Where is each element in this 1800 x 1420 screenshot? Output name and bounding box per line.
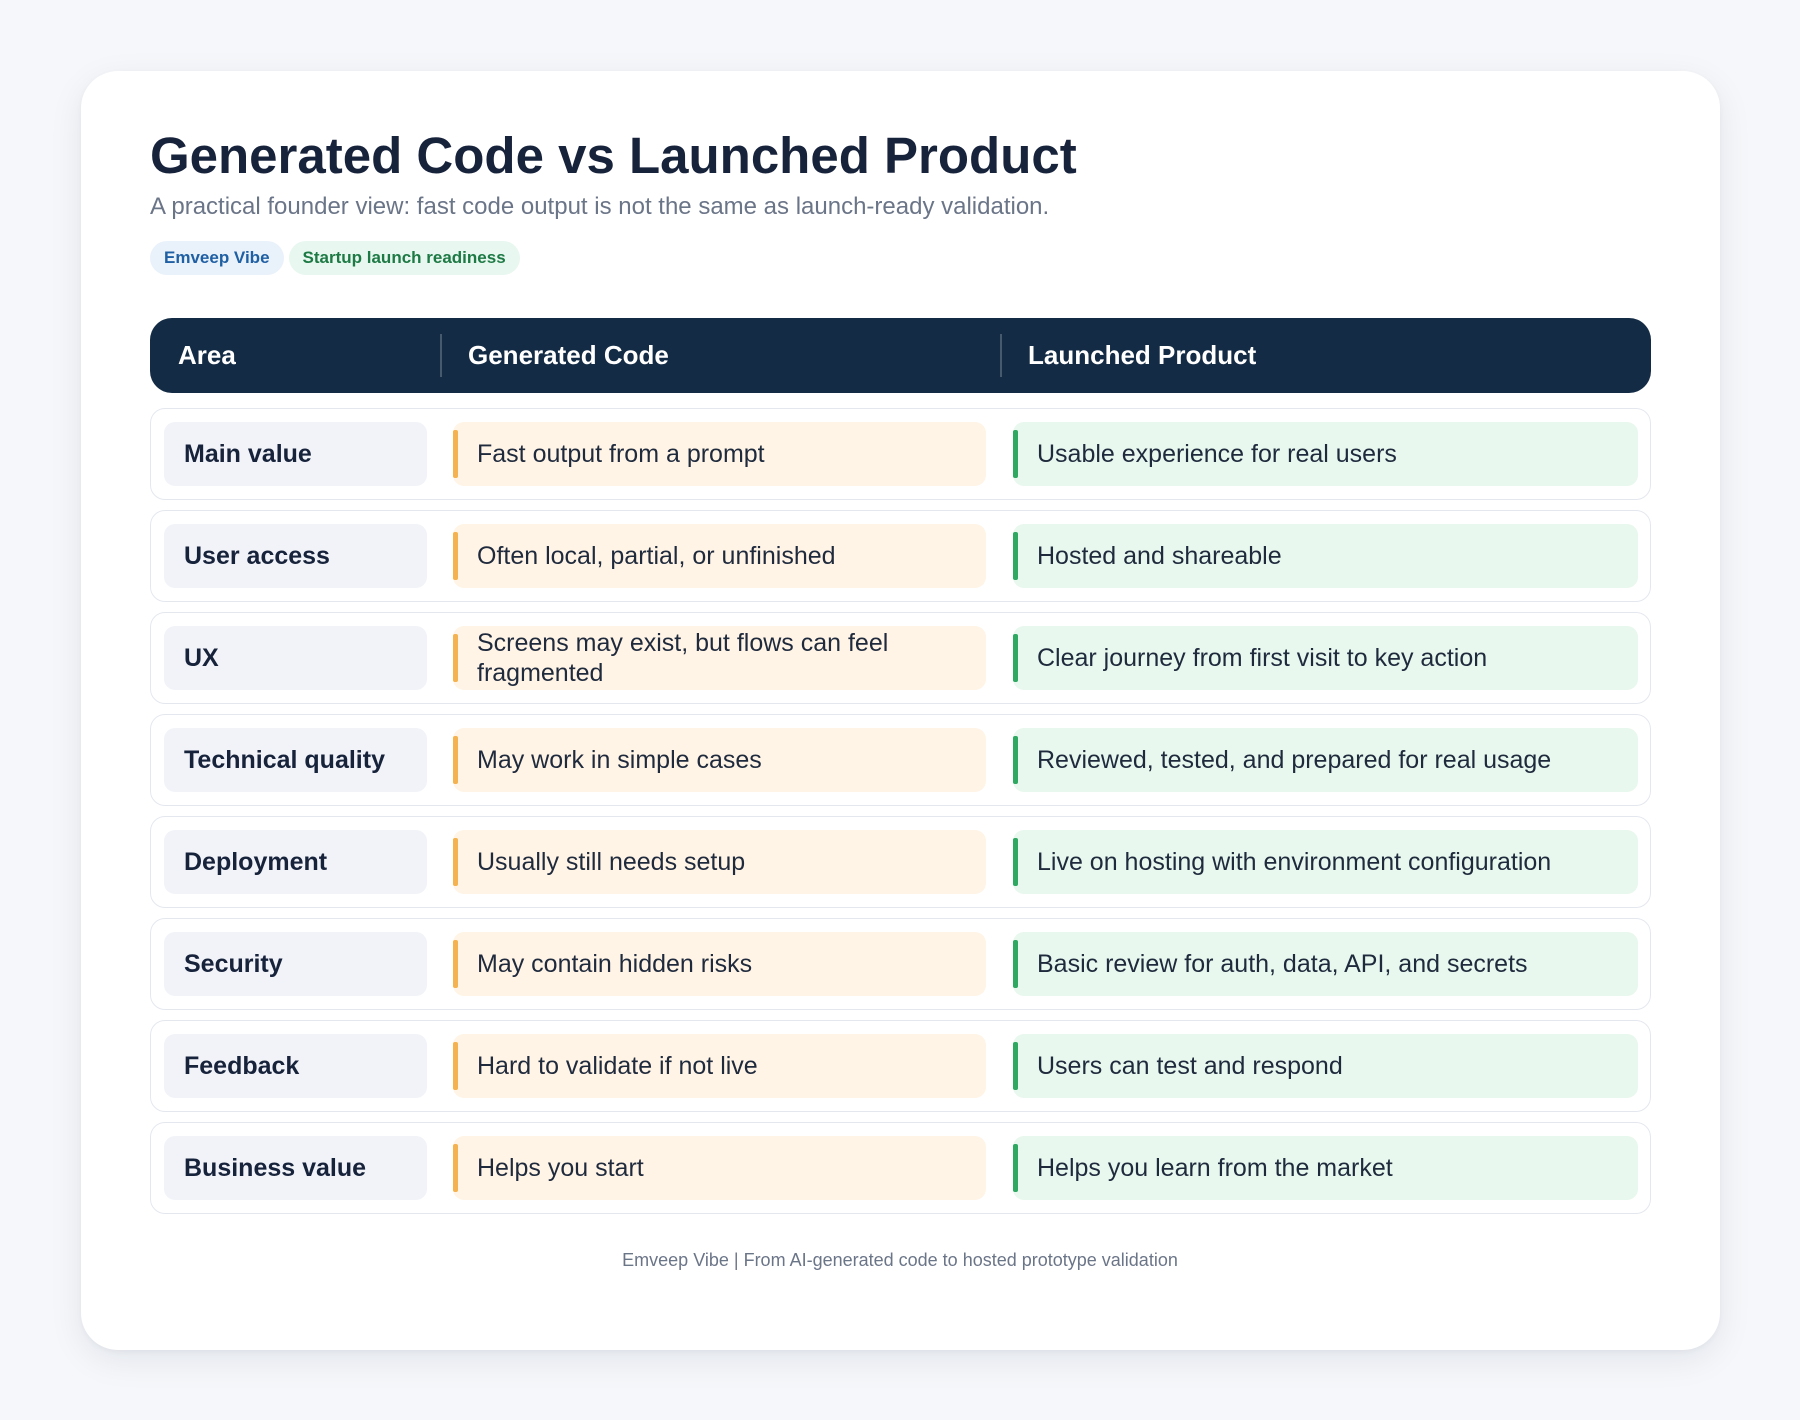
table-row: Deployment Usually still needs setup Live …	[150, 816, 1651, 908]
generated-accent-bar	[453, 736, 458, 784]
tag-list: Emveep Vibe Startup launch readiness	[150, 241, 520, 275]
table-row: Technical quality May work in simple case…	[150, 714, 1651, 806]
tag-emveep-vibe: Emveep Vibe	[150, 241, 284, 275]
generated-accent-bar	[453, 838, 458, 886]
launched-product-text: Users can test and respond	[1037, 1052, 1343, 1080]
generated-accent-bar	[453, 430, 458, 478]
generated-code-cell: May work in simple cases	[453, 728, 986, 792]
table-row: Security May contain hidden risks Basic re…	[150, 918, 1651, 1010]
launched-product-text: Reviewed, tested, and prepared for real …	[1037, 746, 1552, 774]
launched-product-text: Clear journey from first visit to key ac…	[1037, 644, 1488, 672]
table-header: Area Generated Code Launched Product	[150, 318, 1651, 393]
launched-product-text: Hosted and shareable	[1037, 542, 1282, 570]
generated-accent-bar	[453, 532, 458, 580]
table-row: Business value Helps you start Helps you l…	[150, 1122, 1651, 1214]
table-row: Main value Fast output from a prompt Usabl…	[150, 408, 1651, 500]
launched-product-cell: Hosted and shareable	[1013, 524, 1638, 588]
launched-accent-bar	[1013, 634, 1018, 682]
page-subtitle: A practical founder view: fast code outp…	[150, 193, 1050, 220]
launched-accent-bar	[1013, 736, 1018, 784]
launched-accent-bar	[1013, 430, 1018, 478]
generated-accent-bar	[453, 1144, 458, 1192]
generated-accent-bar	[453, 940, 458, 988]
launched-accent-bar	[1013, 838, 1018, 886]
launched-product-cell: Live on hosting with environment configu…	[1013, 830, 1638, 894]
row-area-label: UX	[164, 626, 427, 690]
launched-product-cell: Users can test and respond	[1013, 1034, 1638, 1098]
generated-accent-bar	[453, 634, 458, 682]
generated-code-text: Helps you start	[477, 1154, 644, 1182]
row-area-label: User access	[164, 524, 427, 588]
row-area-label: Technical quality	[164, 728, 427, 792]
column-divider	[440, 334, 442, 377]
row-area-label: Deployment	[164, 830, 427, 894]
table-row: User access Often local, partial, or unfi…	[150, 510, 1651, 602]
launched-product-text: Helps you learn from the market	[1037, 1154, 1393, 1182]
table-row: Feedback Hard to validate if not live User…	[150, 1020, 1651, 1112]
launched-product-cell: Basic review for auth, data, API, and se…	[1013, 932, 1638, 996]
row-area-label: Main value	[164, 422, 427, 486]
generated-code-cell: Fast output from a prompt	[453, 422, 986, 486]
column-header-area: Area	[178, 340, 236, 370]
page-title: Generated Code vs Launched Product	[150, 127, 1077, 184]
table-row: UX Screens may exist, but flows can feel …	[150, 612, 1651, 704]
launched-product-cell: Reviewed, tested, and prepared for real …	[1013, 728, 1638, 792]
launched-product-text: Usable experience for real users	[1037, 440, 1397, 468]
generated-code-text: Screens may exist, but flows can feel fr…	[477, 629, 889, 687]
generated-code-cell: May contain hidden risks	[453, 932, 986, 996]
launched-product-text: Live on hosting with environment configu…	[1037, 848, 1552, 876]
generated-code-cell: Hard to validate if not live	[453, 1034, 986, 1098]
row-area-label: Security	[164, 932, 427, 996]
generated-code-cell: Screens may exist, but flows can feel fr…	[453, 626, 986, 690]
launched-product-cell: Helps you learn from the market	[1013, 1136, 1638, 1200]
column-header-launched-product: Launched Product	[1028, 340, 1257, 370]
generated-code-text: Hard to validate if not live	[477, 1052, 758, 1080]
launched-accent-bar	[1013, 1144, 1018, 1192]
launched-accent-bar	[1013, 940, 1018, 988]
generated-accent-bar	[453, 1042, 458, 1090]
launched-product-cell: Usable experience for real users	[1013, 422, 1638, 486]
launched-accent-bar	[1013, 532, 1018, 580]
launched-product-text: Basic review for auth, data, API, and se…	[1037, 950, 1528, 978]
launched-accent-bar	[1013, 1042, 1018, 1090]
column-divider	[1000, 334, 1002, 377]
generated-code-text: May contain hidden risks	[477, 950, 753, 978]
launched-product-cell: Clear journey from first visit to key ac…	[1013, 626, 1638, 690]
generated-code-cell: Helps you start	[453, 1136, 986, 1200]
tag-startup-launch-readiness: Startup launch readiness	[288, 241, 520, 275]
generated-code-text: Fast output from a prompt	[477, 440, 765, 468]
generated-code-text: May work in simple cases	[477, 746, 762, 774]
generated-code-text: Often local, partial, or unfinished	[477, 542, 836, 570]
row-area-label: Feedback	[164, 1034, 427, 1098]
generated-code-text: Usually still needs setup	[477, 848, 746, 876]
generated-code-cell: Usually still needs setup	[453, 830, 986, 894]
row-area-label: Business value	[164, 1136, 427, 1200]
generated-code-cell: Often local, partial, or unfinished	[453, 524, 986, 588]
footer-text: Emveep Vibe | From AI-generated code to …	[622, 1250, 1178, 1270]
column-header-generated-code: Generated Code	[468, 340, 669, 370]
